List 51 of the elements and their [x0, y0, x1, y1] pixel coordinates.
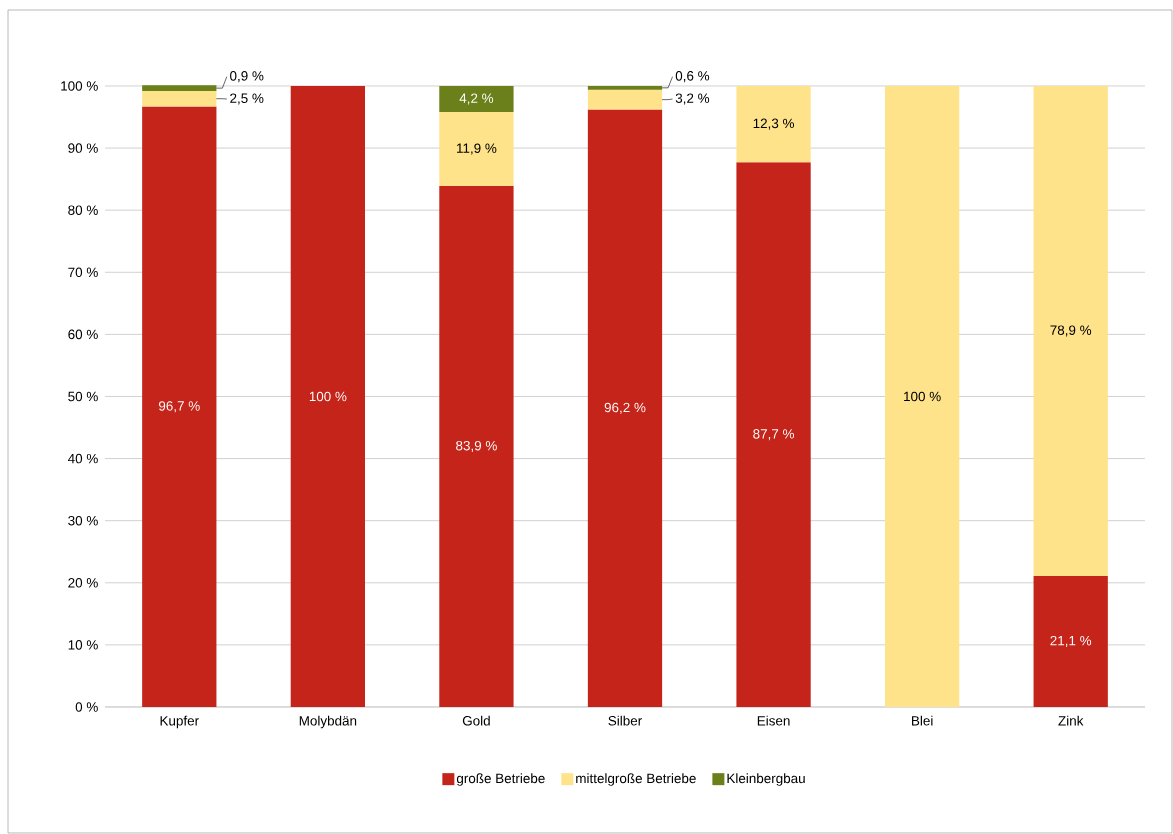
bar: [587, 85, 663, 90]
y-tick-label: 0 %: [75, 702, 98, 712]
data-label: 21,1 %: [1050, 635, 1092, 648]
bar: [142, 106, 217, 707]
y-tick-label: 40 %: [67, 453, 98, 464]
y-tick-label: 50 %: [68, 391, 98, 402]
y-tick-label: 20 %: [68, 578, 98, 588]
data-label: 100 %: [309, 391, 347, 402]
bar: [884, 85, 960, 707]
data-label: 3,2 %: [675, 93, 710, 105]
y-tick-label: 10 %: [68, 640, 98, 650]
y-tick-label: 90 %: [68, 143, 98, 153]
y-tick-label: 100 %: [61, 81, 98, 91]
y-tick-label: 80 %: [68, 205, 98, 215]
bar: [736, 85, 811, 163]
y-tick-label: 30 %: [68, 515, 98, 526]
legend-label: Kleinbergbau: [727, 773, 805, 786]
bar: [439, 112, 514, 186]
bar: [439, 85, 514, 113]
data-label: 96,2 %: [604, 402, 646, 414]
x-tick-label: Molybdän: [299, 715, 357, 729]
bar: [290, 85, 365, 707]
data-label: 2,5 %: [230, 93, 264, 105]
x-tick-label: Eisen: [757, 715, 790, 726]
bar: [1033, 575, 1108, 707]
bar: [439, 185, 514, 707]
bar: [1033, 85, 1108, 576]
x-tick-label: Zink: [1058, 715, 1084, 726]
legend-label: große Betriebe: [456, 773, 545, 786]
data-label: 83,9 %: [456, 440, 497, 453]
bar: [587, 109, 663, 707]
bar: [587, 89, 663, 110]
bar: [142, 85, 217, 91]
y-tick-label: 60 %: [68, 329, 98, 340]
y-tick-label: 70 %: [68, 267, 98, 278]
x-tick-label: Silber: [608, 715, 642, 726]
data-label: 78,9 %: [1050, 325, 1092, 337]
data-label: 4,2 %: [459, 93, 494, 105]
bar: [736, 162, 811, 707]
data-label: 96,7 %: [158, 401, 200, 413]
data-label: 0,6 %: [675, 71, 710, 83]
x-tick-label: Gold: [462, 715, 490, 726]
data-label: 12,3 %: [753, 118, 795, 130]
data-label: 100 %: [904, 391, 941, 402]
legend-label: mittelgroße Betriebe: [576, 773, 696, 786]
bar: [142, 90, 217, 107]
data-label: 87,7 %: [753, 429, 795, 441]
x-tick-label: Blei: [912, 715, 933, 726]
data-label: 11,9 %: [457, 143, 497, 155]
data-label: 0,9 %: [230, 71, 264, 83]
x-tick-label: Kupfer: [160, 715, 199, 729]
